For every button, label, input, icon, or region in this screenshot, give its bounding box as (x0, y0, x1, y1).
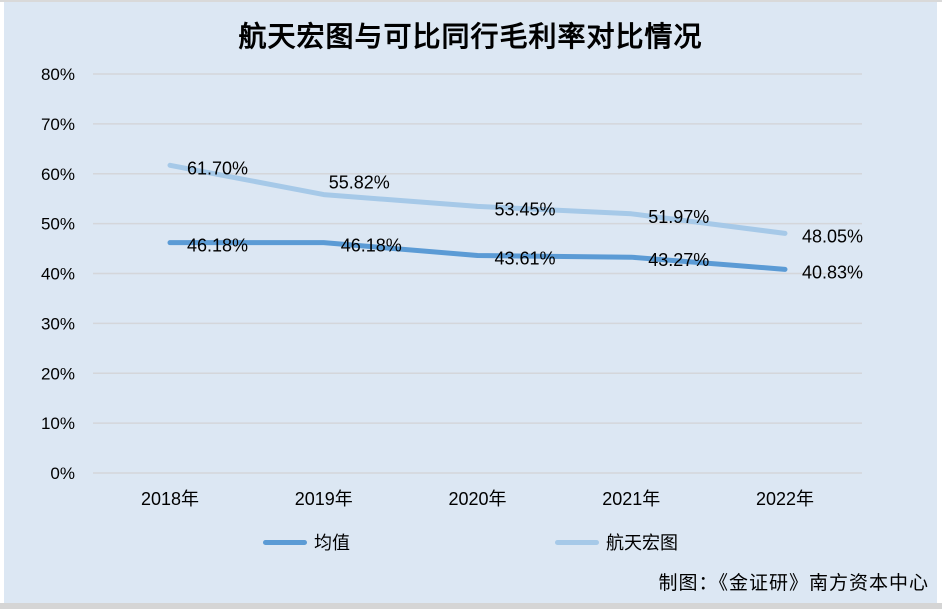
data-label: 43.61% (495, 248, 556, 268)
x-axis-category-label: 2020年 (448, 489, 506, 509)
data-label: 46.18% (341, 236, 402, 256)
x-axis-category-label: 2021年 (602, 489, 660, 509)
legend-label: 航天宏图 (606, 533, 678, 553)
chart-legend: 均值 航天宏图 (4, 529, 937, 555)
data-label: 48.05% (802, 226, 863, 246)
data-label: 51.97% (648, 207, 709, 227)
data-label: 46.18% (187, 236, 248, 256)
y-axis-tick-label: 10% (41, 414, 75, 433)
y-axis-tick-label: 30% (41, 314, 75, 333)
y-axis-tick-label: 70% (41, 115, 75, 134)
y-axis-tick-label: 60% (41, 165, 75, 184)
credit-text: 制图：《金证研》南方资本中心 (658, 573, 929, 594)
legend-swatch-icon (263, 539, 307, 545)
legend-label: 均值 (314, 533, 350, 553)
y-axis-tick-label: 0% (50, 464, 75, 483)
legend-item-0: 均值 (263, 529, 350, 555)
data-label: 40.83% (802, 262, 863, 282)
chart-panel: 0% 10% 20% 30% 40% 50% 60% 70% 80% 2018年 2019年 2020… (4, 2, 937, 603)
y-axis-tick-label: 50% (41, 215, 75, 234)
data-label: 53.45% (495, 199, 556, 219)
x-axis-category-label: 2022年 (756, 489, 814, 509)
y-axis-tick-label: 20% (41, 364, 75, 383)
data-label: 43.27% (648, 250, 709, 270)
series-line-1 (167, 162, 788, 236)
y-axis-tick-label: 40% (41, 265, 75, 284)
series-line-0 (167, 240, 788, 272)
x-axis-category-label: 2018年 (141, 489, 199, 509)
chart-title: 航天宏图与可比同行毛利率对比情况 (238, 21, 703, 52)
data-label: 61.70% (187, 158, 248, 178)
x-axis-category-label: 2019年 (295, 489, 353, 509)
legend-item-1: 航天宏图 (555, 529, 678, 555)
chart-plot-area: 0% 10% 20% 30% 40% 50% 60% 70% 80% 2018年 2019年 2020… (41, 65, 863, 509)
legend-swatch-icon (555, 539, 599, 545)
data-label: 55.82% (329, 173, 390, 193)
y-axis-tick-label: 80% (41, 65, 75, 84)
